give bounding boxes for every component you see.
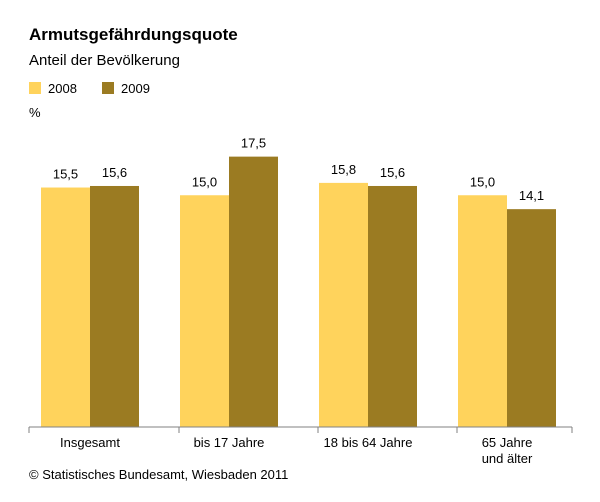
category-label-3-line1: und älter xyxy=(482,451,533,466)
legend-swatch-2008 xyxy=(29,82,41,94)
bar-2008-3 xyxy=(458,195,507,427)
chart-subtitle: Anteil der Bevölkerung xyxy=(29,52,180,69)
legend: 2008 2009 xyxy=(29,81,150,96)
bar-2008-0 xyxy=(41,187,90,427)
value-label-2008-2: 15,8 xyxy=(331,162,356,177)
legend-label-2008: 2008 xyxy=(48,81,77,96)
x-axis-ticks xyxy=(28,427,573,433)
value-label-2009-1: 17,5 xyxy=(241,136,266,151)
value-label-2008-3: 15,0 xyxy=(470,174,495,189)
category-label-0: Insgesamt xyxy=(60,435,120,450)
y-axis-unit: % xyxy=(29,105,41,120)
bar-2009-1 xyxy=(229,156,278,427)
category-label-2: 18 bis 64 Jahre xyxy=(324,435,413,450)
bar-2009-2 xyxy=(368,185,417,427)
bars xyxy=(41,156,556,427)
value-label-2008-1: 15,0 xyxy=(192,174,217,189)
value-label-2008-0: 15,5 xyxy=(53,167,78,182)
bar-2009-3 xyxy=(507,209,556,427)
value-labels: 15,5 15,6 15,0 17,5 15,8 15,6 15,0 14,1 xyxy=(53,136,544,204)
bar-2008-1 xyxy=(180,195,229,427)
bar-2008-2 xyxy=(319,182,368,427)
category-label-1: bis 17 Jahre xyxy=(194,435,265,450)
legend-label-2009: 2009 xyxy=(121,81,150,96)
legend-swatch-2009 xyxy=(102,82,114,94)
value-label-2009-0: 15,6 xyxy=(102,165,127,180)
category-label-3-line0: 65 Jahre xyxy=(482,435,533,450)
value-label-2009-3: 14,1 xyxy=(519,188,544,203)
bar-2009-0 xyxy=(90,185,139,427)
source-note: © Statistisches Bundesamt, Wiesbaden 201… xyxy=(29,467,288,482)
chart-title: Armutsgefährdungsquote xyxy=(29,25,238,44)
category-labels: Insgesamt bis 17 Jahre 18 bis 64 Jahre 65 J… xyxy=(60,435,533,466)
value-label-2009-2: 15,6 xyxy=(380,165,405,180)
